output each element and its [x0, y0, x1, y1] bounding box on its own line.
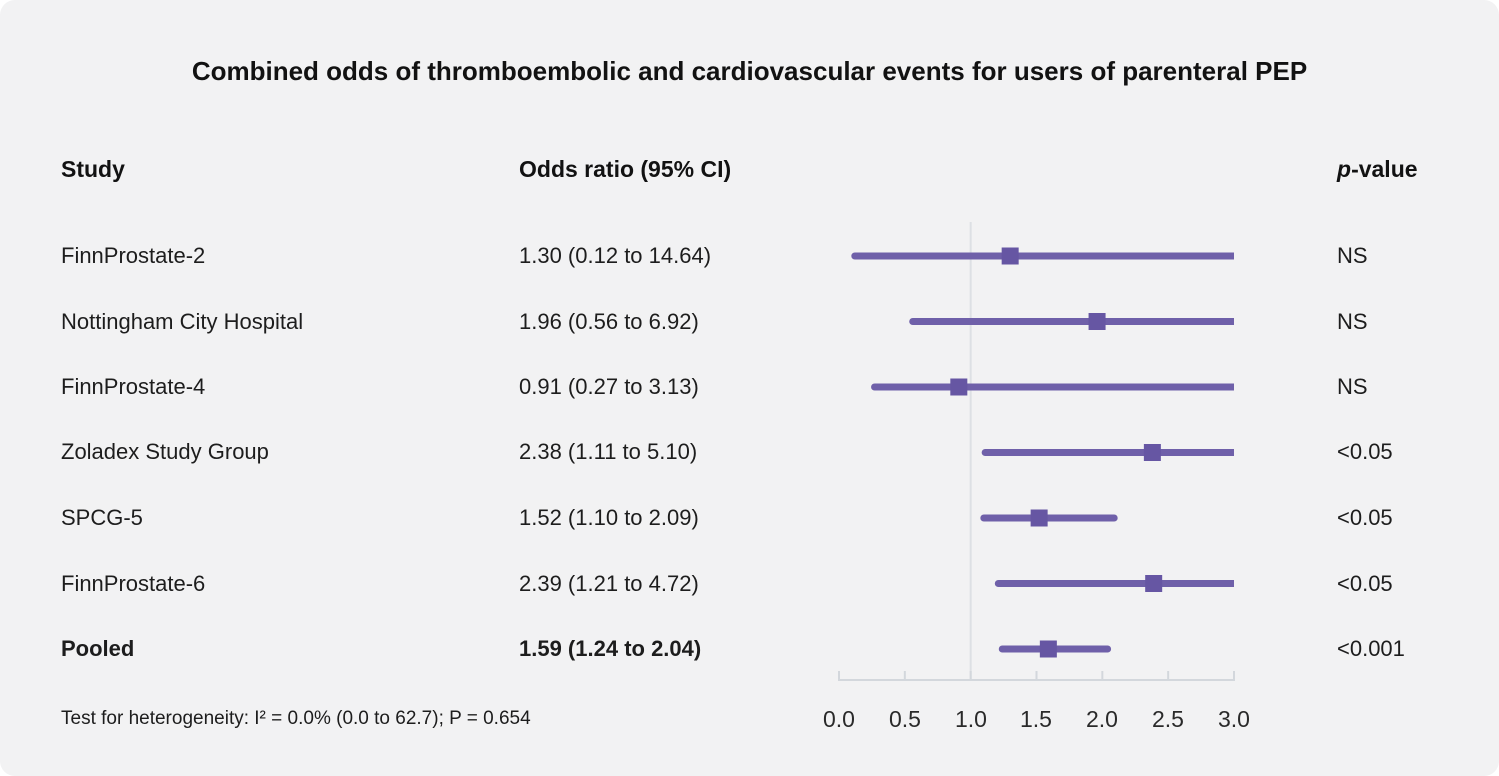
- x-tick-label: 1.5: [1020, 706, 1052, 732]
- column-header-study: Study: [61, 156, 125, 182]
- x-tick-label: 3.0: [1218, 706, 1250, 732]
- ci-cap-low: [980, 514, 988, 522]
- column-header-pvalue: p-value: [1337, 155, 1418, 183]
- ci-cap-low: [909, 318, 917, 325]
- point-estimate-marker: [950, 378, 968, 396]
- odds-ratio-value: 0.91 (0.27 to 3.13): [519, 374, 699, 399]
- pvalue-value: NS: [1337, 374, 1368, 399]
- table-row: FinnProstate-6 2.39 (1.21 to 4.72) <0.05: [0, 570, 1499, 598]
- ci-cap-low: [994, 580, 1002, 587]
- point-estimate-marker: [1001, 247, 1019, 265]
- ci-cap-low: [871, 383, 879, 391]
- ci-cap-high: [1104, 645, 1112, 653]
- ci-cap-low: [998, 645, 1006, 653]
- study-label: Zoladex Study Group: [61, 439, 269, 464]
- study-label: FinnProstate-6: [61, 571, 206, 596]
- pvalue-value: <0.05: [1337, 439, 1393, 464]
- pvalue-value: <0.001: [1337, 636, 1405, 661]
- pvalue-value: <0.05: [1337, 505, 1393, 530]
- point-estimate-marker: [1039, 640, 1057, 658]
- odds-ratio-value: 1.52 (1.10 to 2.09): [519, 505, 699, 530]
- x-tick-label: 2.5: [1152, 706, 1184, 732]
- table-row: FinnProstate-2 1.30 (0.12 to 14.64) NS: [0, 242, 1499, 270]
- study-label: FinnProstate-2: [61, 243, 206, 268]
- ci-cap-low: [851, 252, 859, 260]
- table-row: Zoladex Study Group 2.38 (1.11 to 5.10) …: [0, 438, 1499, 466]
- table-row: Nottingham City Hospital 1.96 (0.56 to 6…: [0, 308, 1499, 336]
- odds-ratio-value: 1.59 (1.24 to 2.04): [519, 636, 702, 661]
- study-label: Pooled: [61, 636, 135, 661]
- column-header-row: Study Odds ratio (95% CI) p-value: [0, 155, 1499, 183]
- x-tick-label: 2.0: [1086, 706, 1118, 732]
- chart-title: Combined odds of thromboembolic and card…: [191, 56, 1308, 86]
- heterogeneity-footnote: Test for heterogeneity: I² = 0.0% (0.0 t…: [61, 708, 531, 729]
- point-estimate-marker: [1088, 313, 1106, 330]
- study-label: SPCG-5: [61, 505, 143, 530]
- table-row: FinnProstate-4 0.91 (0.27 to 3.13) NS: [0, 373, 1499, 401]
- study-label: FinnProstate-4: [61, 374, 206, 399]
- ci-cap-high: [1110, 514, 1118, 522]
- pvalue-italic-p: p: [1337, 156, 1352, 182]
- table-row-pooled: Pooled 1.59 (1.24 to 2.04) <0.001: [0, 635, 1499, 663]
- column-header-odds-ratio: Odds ratio (95% CI): [519, 156, 732, 182]
- pvalue-value: NS: [1337, 243, 1368, 268]
- odds-ratio-value: 2.38 (1.11 to 5.10): [519, 439, 698, 464]
- odds-ratio-value: 1.30 (0.12 to 14.64): [519, 243, 712, 268]
- pvalue-suffix: -value: [1351, 156, 1418, 182]
- ci-cap-low: [981, 449, 989, 456]
- point-estimate-marker: [1030, 509, 1048, 527]
- odds-ratio-value: 1.96 (0.56 to 6.92): [519, 309, 699, 334]
- x-tick-label: 0.0: [823, 706, 855, 732]
- odds-ratio-value: 2.39 (1.21 to 4.72): [519, 571, 699, 596]
- pvalue-value: NS: [1337, 309, 1368, 334]
- table-row: SPCG-5 1.52 (1.10 to 2.09) <0.05: [0, 504, 1499, 532]
- point-estimate-marker: [1143, 444, 1161, 461]
- pvalue-value: <0.05: [1337, 571, 1393, 596]
- x-tick-label: 1.0: [955, 706, 987, 732]
- study-label: Nottingham City Hospital: [61, 309, 304, 334]
- x-tick-label: 0.5: [889, 706, 921, 732]
- point-estimate-marker: [1145, 575, 1163, 592]
